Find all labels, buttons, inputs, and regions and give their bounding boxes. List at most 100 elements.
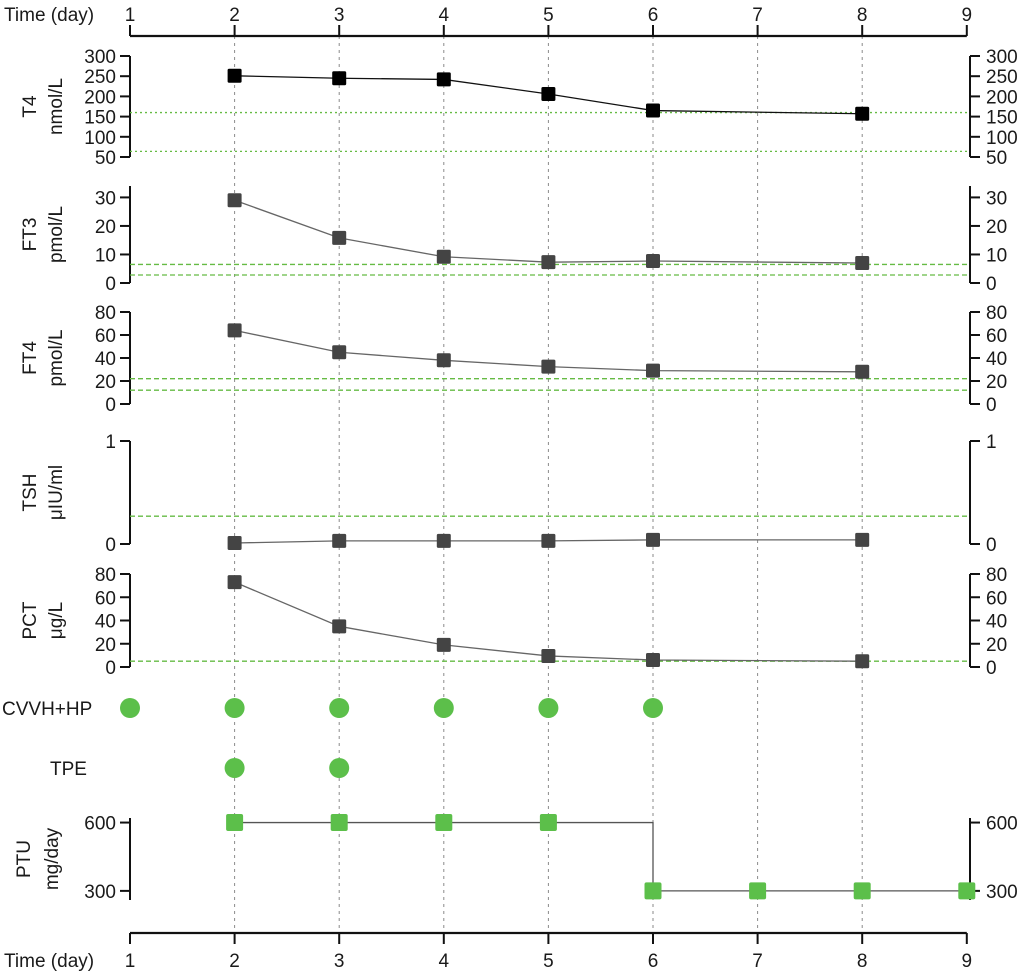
ft4-data-point xyxy=(436,353,451,368)
pct-series-line xyxy=(234,581,863,662)
t4-title: T4 xyxy=(20,95,41,118)
ft4-tick-label: 60 xyxy=(986,326,1007,347)
ft3-tick-label: 10 xyxy=(986,245,1007,266)
time-tick-label: 7 xyxy=(752,5,763,26)
tpe-dose-marker xyxy=(224,758,245,778)
ft4-tick-label: 80 xyxy=(986,303,1007,324)
cvvh-dose-marker xyxy=(433,698,454,718)
cvvh-label: CVVH+HP xyxy=(2,699,92,720)
t4-data-point xyxy=(646,103,660,118)
ptu-dose-point xyxy=(644,882,662,900)
pct-tick-label: 80 xyxy=(95,565,116,586)
ft3-data-point xyxy=(436,249,451,264)
ft3-data-point xyxy=(646,254,660,269)
ft4-data-point xyxy=(855,364,870,379)
tsh-tick-label: 0 xyxy=(105,535,116,556)
time-tick-label: 4 xyxy=(439,951,450,972)
cvvh-dose-marker xyxy=(120,698,140,718)
ptu-dose-point xyxy=(749,882,767,900)
pct-tick-label: 40 xyxy=(95,612,116,633)
ft4-tick-label: 40 xyxy=(986,349,1007,370)
time-tick-label: 6 xyxy=(648,951,659,972)
tsh-unit: μIU/ml xyxy=(46,465,67,520)
ft3-data-point xyxy=(855,256,870,271)
tsh-data-point xyxy=(855,532,870,547)
ptu-dose-point xyxy=(330,814,348,832)
time-tick-label: 7 xyxy=(752,951,763,972)
t4-tick-label: 150 xyxy=(84,108,116,129)
tsh-tick-label: 1 xyxy=(105,432,116,453)
time-tick-label: 5 xyxy=(543,951,554,972)
pct-tick-label: 0 xyxy=(105,658,116,679)
ft3-data-point xyxy=(227,193,242,208)
ft4-title: FT4 xyxy=(20,341,41,375)
t4-tick-label: 250 xyxy=(986,67,1018,88)
ft4-tick-label: 80 xyxy=(95,303,116,324)
tsh-data-point xyxy=(646,532,660,547)
ft4-tick-label: 60 xyxy=(95,326,116,347)
time-axis-title: Time (day) xyxy=(4,951,94,972)
ft4-series-line xyxy=(234,329,863,373)
ft4-data-point xyxy=(332,345,347,360)
time-tick-label: 3 xyxy=(334,5,345,26)
t4-data-point xyxy=(332,71,347,86)
tsh-data-point xyxy=(436,533,451,548)
ft4-data-point xyxy=(646,363,660,378)
ft3-tick-label: 0 xyxy=(105,274,116,295)
ft3-data-point xyxy=(332,230,347,245)
panel-tsh: 0 1 0 1 TSH μIU/ml xyxy=(20,432,997,556)
ft3-series-line xyxy=(234,199,863,264)
time-tick-label: 9 xyxy=(962,951,973,972)
ft3-tick-label: 10 xyxy=(95,245,116,266)
ft4-tick-label: 20 xyxy=(95,372,116,393)
t4-data-point xyxy=(855,106,870,121)
t4-tick-label: 250 xyxy=(84,67,116,88)
t4-tick-label: 150 xyxy=(986,108,1018,129)
ft3-tick-label: 0 xyxy=(986,274,997,295)
t4-tick-label: 50 xyxy=(95,148,116,169)
time-axis-bottom: 1 2 3 4 5 6 7 8 9 Time (day) xyxy=(4,931,973,972)
ptu-tick-label: 600 xyxy=(986,814,1018,835)
cvvh-dose-marker xyxy=(538,698,559,718)
panel-ft3: 0 10 20 30 0 10 20 30 FT3 pmol/L xyxy=(20,186,1007,295)
t4-tick-label: 200 xyxy=(84,87,116,108)
t4-data-point xyxy=(227,68,242,83)
time-axis-top: 1 2 3 4 5 6 7 8 9 Time (day) xyxy=(4,5,973,38)
ptu-dose-point xyxy=(853,882,871,900)
pct-tick-label: 60 xyxy=(95,588,116,609)
ptu-title: PTU xyxy=(14,840,35,878)
t4-unit: nmol/L xyxy=(46,78,67,135)
time-tick-label: 8 xyxy=(857,5,868,26)
tsh-data-point xyxy=(332,533,347,548)
pct-title: PCT xyxy=(20,601,41,639)
treatment-tpe: TPE xyxy=(50,758,350,780)
pct-tick-label: 60 xyxy=(986,588,1007,609)
time-tick-label: 1 xyxy=(125,951,136,972)
time-tick-label: 6 xyxy=(648,5,659,26)
ft4-data-point xyxy=(227,323,242,338)
ft4-tick-label: 40 xyxy=(95,349,116,370)
tsh-data-point xyxy=(541,533,556,548)
time-tick-label: 5 xyxy=(543,5,554,26)
pct-tick-label: 20 xyxy=(95,635,116,656)
t4-series-line xyxy=(234,75,863,115)
ptu-dose-point xyxy=(539,814,557,832)
pct-tick-label: 40 xyxy=(986,612,1007,633)
panel-ptu: 300 600 300 600 PTU mg/day xyxy=(14,814,1018,903)
cvvh-dose-marker xyxy=(224,698,245,718)
time-tick-label: 9 xyxy=(962,5,973,26)
ft4-tick-label: 0 xyxy=(105,395,116,416)
ft4-tick-label: 20 xyxy=(986,372,1007,393)
t4-tick-label: 300 xyxy=(986,47,1018,68)
time-tick-label: 1 xyxy=(125,5,136,26)
ft3-tick-label: 30 xyxy=(986,188,1007,209)
pct-data-point xyxy=(436,637,451,652)
pct-unit: μg/L xyxy=(46,602,67,639)
cvvh-dose-marker xyxy=(329,698,350,718)
ptu-dose-point xyxy=(958,882,976,900)
t4-data-point xyxy=(541,86,556,101)
t4-tick-label: 200 xyxy=(986,87,1018,108)
